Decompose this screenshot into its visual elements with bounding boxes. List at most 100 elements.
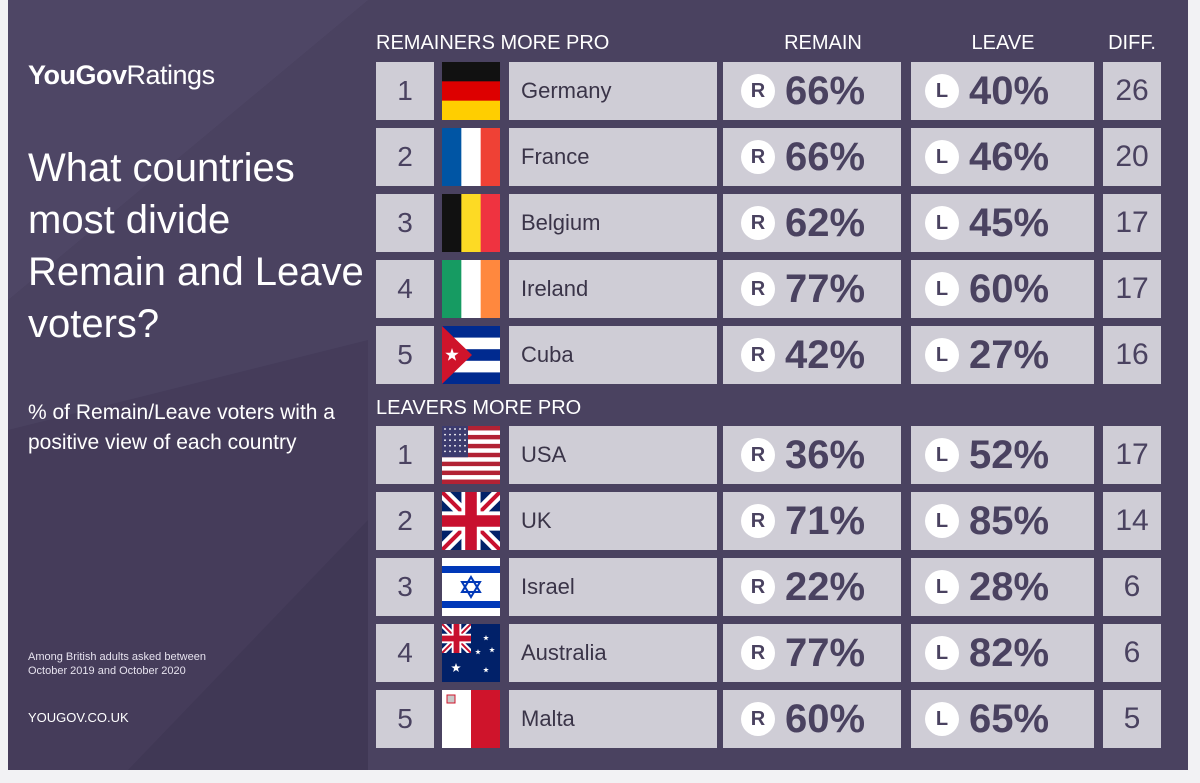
remain-value: 60% — [785, 696, 866, 741]
remain-badge-icon: R — [741, 140, 775, 174]
yougov-ratings-logo: YouGovRatings — [28, 60, 215, 90]
diff-value: 6 — [1103, 624, 1161, 682]
country-name: USA — [509, 426, 717, 484]
diff-value: 17 — [1103, 260, 1161, 318]
leave-badge-icon: L — [925, 206, 959, 240]
remain-cell: R 77% — [723, 260, 901, 318]
rank-cell: 3 — [376, 558, 434, 616]
diff-value: 16 — [1103, 326, 1161, 384]
remain-badge-icon: R — [741, 702, 775, 736]
usa-flag-icon — [442, 426, 500, 484]
diff-value: 26 — [1103, 62, 1161, 120]
leave-badge-icon: L — [925, 636, 959, 670]
remain-value: 71% — [785, 498, 866, 543]
country-name: Australia — [509, 624, 717, 682]
diff-value: 14 — [1103, 492, 1161, 550]
ireland-flag-icon — [442, 260, 500, 318]
uk-flag-icon — [442, 492, 500, 550]
rank-cell: 5 — [376, 690, 434, 748]
rank-cell: 3 — [376, 194, 434, 252]
flag-cell — [442, 426, 500, 484]
country-name: France — [509, 128, 717, 186]
leave-cell: L 82% — [911, 624, 1094, 682]
diff-value: 5 — [1103, 690, 1161, 748]
remain-badge-icon: R — [741, 206, 775, 240]
country-name: Malta — [509, 690, 717, 748]
country-name: UK — [509, 492, 717, 550]
leave-cell: L 65% — [911, 690, 1094, 748]
rank-cell: 2 — [376, 492, 434, 550]
remain-badge-icon: R — [741, 636, 775, 670]
remain-value: 77% — [785, 266, 866, 311]
source-url: YOUGOV.CO.UK — [28, 710, 129, 725]
remain-badge-icon: R — [741, 570, 775, 604]
remain-cell: R 66% — [723, 62, 901, 120]
leave-value: 82% — [969, 630, 1050, 675]
remain-value: 66% — [785, 134, 866, 179]
leave-value: 60% — [969, 266, 1050, 311]
flag-cell — [442, 326, 500, 384]
page-subtitle: % of Remain/Leave voters with a positive… — [28, 401, 335, 454]
rank-cell: 1 — [376, 62, 434, 120]
remain-badge-icon: R — [741, 338, 775, 372]
diff-value: 17 — [1103, 194, 1161, 252]
remain-badge-icon: R — [741, 504, 775, 538]
flag-cell — [442, 128, 500, 186]
flag-cell — [442, 624, 500, 682]
country-name: Belgium — [509, 194, 717, 252]
diff-value: 20 — [1103, 128, 1161, 186]
remain-cell: R 71% — [723, 492, 901, 550]
remain-cell: R 77% — [723, 624, 901, 682]
israel-flag-icon — [442, 558, 500, 616]
australia-flag-icon — [442, 624, 500, 682]
leave-badge-icon: L — [925, 140, 959, 174]
leave-cell: L 45% — [911, 194, 1094, 252]
diff-value: 17 — [1103, 426, 1161, 484]
leave-cell: L 27% — [911, 326, 1094, 384]
country-name: Israel — [509, 558, 717, 616]
leave-value: 65% — [969, 696, 1050, 741]
leave-badge-icon: L — [925, 570, 959, 604]
rank-cell: 4 — [376, 260, 434, 318]
remain-cell: R 60% — [723, 690, 901, 748]
leave-cell: L 60% — [911, 260, 1094, 318]
malta-flag-icon — [442, 690, 500, 748]
rank-cell: 2 — [376, 128, 434, 186]
rank-cell: 4 — [376, 624, 434, 682]
leave-badge-icon: L — [925, 338, 959, 372]
flag-cell — [442, 62, 500, 120]
remain-cell: R 22% — [723, 558, 901, 616]
section-heading: LEAVERS MORE PRO — [376, 397, 582, 419]
remain-value: 42% — [785, 332, 866, 377]
infographic-panel: YouGovRatings What countries most divide… — [8, 0, 1188, 770]
leave-cell: L 28% — [911, 558, 1094, 616]
background-decoration — [8, 0, 368, 770]
leave-badge-icon: L — [925, 272, 959, 306]
remain-value: 66% — [785, 68, 866, 113]
methodology-note: Among British adults asked between Octob… — [28, 651, 206, 677]
germany-flag-icon — [442, 62, 500, 120]
flag-cell — [442, 194, 500, 252]
diff-value: 6 — [1103, 558, 1161, 616]
leave-value: 28% — [969, 564, 1050, 609]
leave-value: 27% — [969, 332, 1050, 377]
column-header-remain: REMAIN — [784, 32, 862, 54]
remain-value: 22% — [785, 564, 866, 609]
leave-value: 45% — [969, 200, 1050, 245]
france-flag-icon — [442, 128, 500, 186]
remain-value: 77% — [785, 630, 866, 675]
country-name: Cuba — [509, 326, 717, 384]
rank-cell: 5 — [376, 326, 434, 384]
belgium-flag-icon — [442, 194, 500, 252]
remain-cell: R 36% — [723, 426, 901, 484]
leave-badge-icon: L — [925, 438, 959, 472]
flag-cell — [442, 492, 500, 550]
remain-badge-icon: R — [741, 74, 775, 108]
leave-cell: L 40% — [911, 62, 1094, 120]
remain-value: 62% — [785, 200, 866, 245]
leave-cell: L 52% — [911, 426, 1094, 484]
leave-cell: L 46% — [911, 128, 1094, 186]
cuba-flag-icon — [442, 326, 500, 384]
leave-badge-icon: L — [925, 504, 959, 538]
page-title: What countries most divide Remain and Le… — [28, 146, 364, 346]
